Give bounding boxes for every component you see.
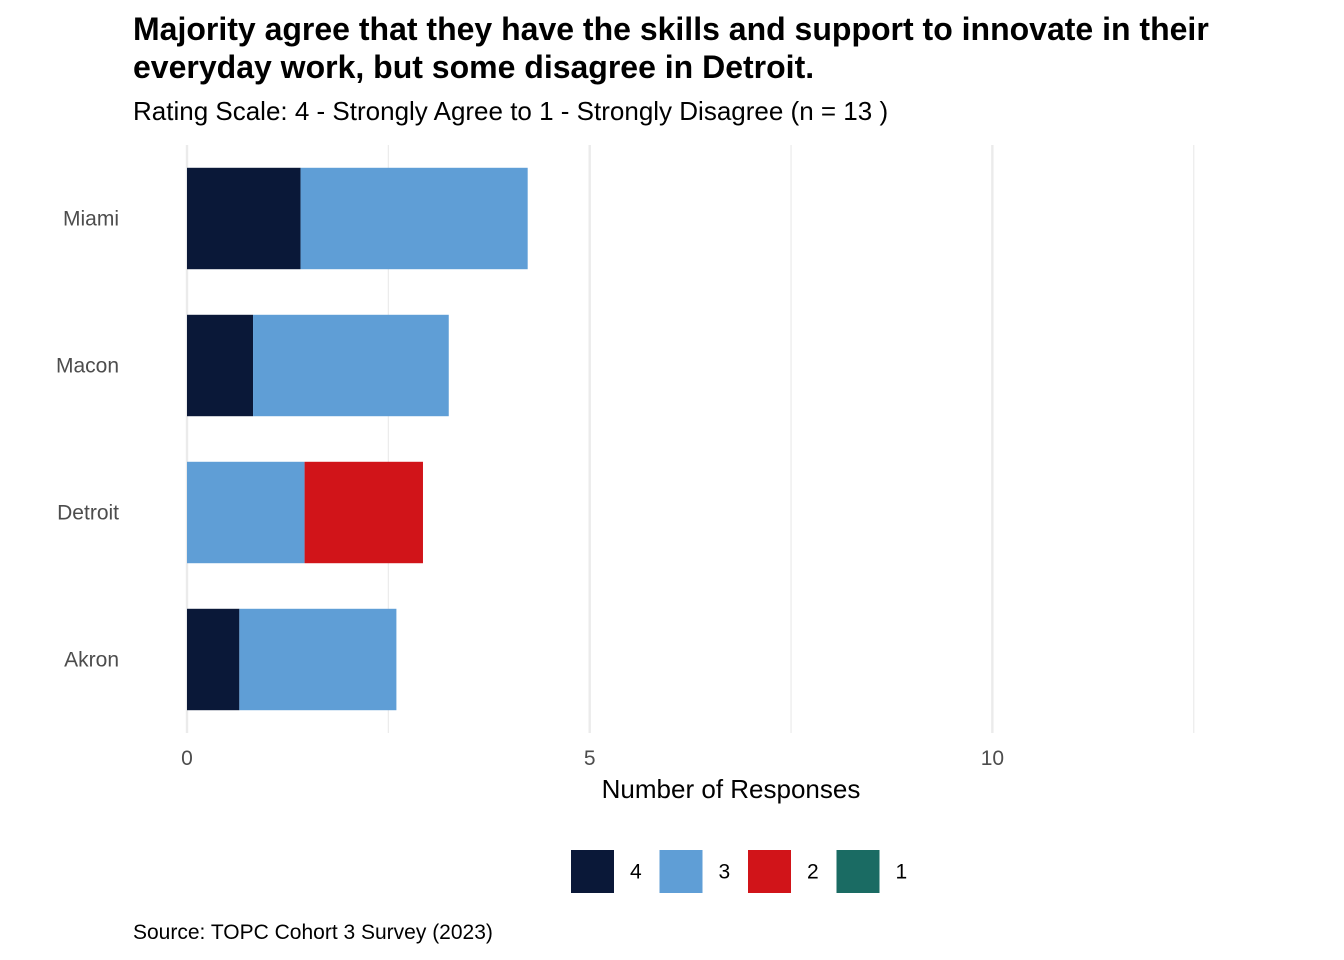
x-tick-labels: 0 5 10 [181,747,1004,770]
bar-detroit-rating-2 [304,461,423,564]
category-label: Akron [64,649,119,672]
category-labels: Miami Macon Detroit Akron [56,208,119,672]
x-tick-label: 5 [584,747,596,770]
legend-key-2 [748,850,791,893]
bar-miami-rating-3 [300,167,528,270]
bar-miami-rating-4 [187,167,301,270]
bar-akron-rating-4 [187,608,240,711]
legend-key-4 [571,850,614,893]
x-tick-label: 0 [181,747,193,770]
legend-label-3: 3 [719,861,731,884]
bar-macon-rating-3 [253,314,449,417]
legend-key-1 [836,850,880,893]
bar-macon-rating-4 [187,314,254,417]
stacked-bar-chart: Miami Macon Detroit Akron 0 5 10 Number of Re… [56,145,1195,893]
chart-title: Majority agree that they have the skills… [133,11,1209,85]
legend: 4 3 2 1 [571,850,907,893]
bars [187,167,528,711]
category-label: Detroit [57,502,119,525]
x-tick-label: 10 [981,747,1004,770]
bar-detroit-rating-3 [187,461,305,564]
category-label: Macon [56,355,119,378]
legend-key-3 [659,850,703,893]
legend-label-2: 2 [807,861,819,884]
chart-caption: Source: TOPC Cohort 3 Survey (2023) [133,921,493,944]
bar-akron-rating-3 [239,608,397,711]
x-axis-title: Number of Responses [602,774,861,804]
chart-subtitle: Rating Scale: 4 - Strongly Agree to 1 - … [133,96,889,126]
category-label: Miami [63,208,119,231]
legend-label-4: 4 [630,861,642,884]
legend-label-1: 1 [896,861,908,884]
